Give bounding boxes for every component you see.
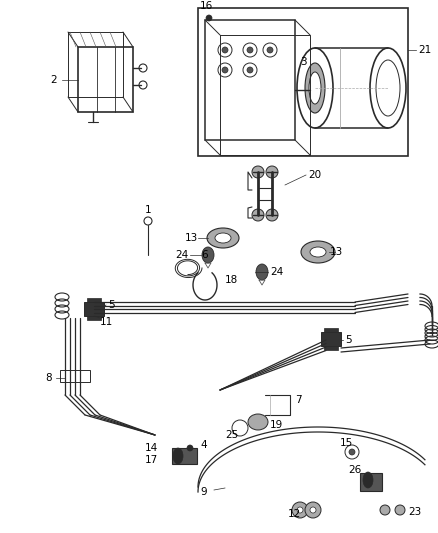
Ellipse shape bbox=[252, 166, 264, 178]
Bar bbox=[321, 332, 341, 346]
Bar bbox=[60, 370, 90, 382]
Text: 23: 23 bbox=[408, 507, 421, 517]
Ellipse shape bbox=[256, 264, 268, 280]
Text: 25: 25 bbox=[225, 430, 238, 440]
Ellipse shape bbox=[305, 63, 325, 113]
Circle shape bbox=[247, 67, 253, 73]
Text: 7: 7 bbox=[295, 395, 302, 405]
Text: 12: 12 bbox=[288, 509, 301, 519]
Text: 16: 16 bbox=[200, 1, 213, 11]
Circle shape bbox=[206, 15, 212, 21]
Ellipse shape bbox=[301, 241, 335, 263]
Bar bbox=[87, 316, 101, 320]
Bar bbox=[205, 20, 295, 140]
Circle shape bbox=[187, 445, 193, 451]
Ellipse shape bbox=[310, 507, 316, 513]
Bar bbox=[87, 298, 101, 302]
Bar bbox=[324, 328, 338, 332]
Text: 1: 1 bbox=[145, 205, 151, 215]
Text: 6: 6 bbox=[201, 250, 208, 260]
Bar bbox=[360, 473, 382, 491]
Ellipse shape bbox=[248, 414, 268, 430]
Circle shape bbox=[395, 505, 405, 515]
Circle shape bbox=[222, 67, 228, 73]
Ellipse shape bbox=[305, 502, 321, 518]
Ellipse shape bbox=[310, 247, 326, 257]
Text: 15: 15 bbox=[340, 438, 353, 448]
Ellipse shape bbox=[309, 72, 321, 104]
Ellipse shape bbox=[252, 209, 264, 221]
Bar bbox=[324, 346, 338, 350]
Text: 2: 2 bbox=[50, 75, 57, 85]
Circle shape bbox=[247, 47, 253, 53]
Bar bbox=[84, 302, 104, 316]
Circle shape bbox=[349, 449, 355, 455]
Text: 21: 21 bbox=[418, 45, 431, 55]
Circle shape bbox=[380, 505, 390, 515]
Text: 4: 4 bbox=[200, 440, 207, 450]
Ellipse shape bbox=[297, 507, 303, 513]
Text: 26: 26 bbox=[348, 465, 361, 475]
Bar bbox=[78, 47, 133, 112]
Text: 14: 14 bbox=[145, 443, 158, 453]
Text: 24: 24 bbox=[175, 250, 188, 260]
Text: 5: 5 bbox=[108, 300, 115, 310]
Circle shape bbox=[222, 47, 228, 53]
Text: 9: 9 bbox=[200, 487, 207, 497]
Text: 20: 20 bbox=[308, 170, 321, 180]
Ellipse shape bbox=[292, 502, 308, 518]
Text: 11: 11 bbox=[100, 317, 113, 327]
Ellipse shape bbox=[173, 448, 183, 464]
Ellipse shape bbox=[266, 209, 278, 221]
Text: 13: 13 bbox=[330, 247, 343, 257]
Text: 18: 18 bbox=[225, 275, 238, 285]
Text: 8: 8 bbox=[45, 373, 52, 383]
Circle shape bbox=[267, 47, 273, 53]
Text: 19: 19 bbox=[270, 420, 283, 430]
Bar bbox=[198, 8, 408, 156]
Text: 13: 13 bbox=[185, 233, 198, 243]
Ellipse shape bbox=[215, 233, 231, 243]
Text: 5: 5 bbox=[345, 335, 352, 345]
Text: 24: 24 bbox=[270, 267, 283, 277]
Bar bbox=[172, 448, 197, 464]
Ellipse shape bbox=[202, 247, 214, 263]
Ellipse shape bbox=[363, 472, 373, 488]
Text: 3: 3 bbox=[300, 57, 307, 67]
Ellipse shape bbox=[207, 228, 239, 248]
Text: 17: 17 bbox=[145, 455, 158, 465]
Ellipse shape bbox=[266, 166, 278, 178]
